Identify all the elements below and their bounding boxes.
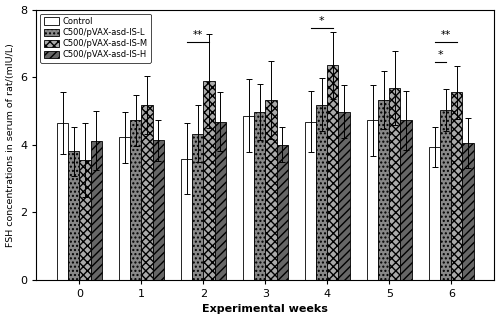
- Bar: [400, 120, 411, 280]
- Bar: [367, 120, 378, 280]
- Bar: [57, 123, 68, 280]
- Bar: [440, 110, 452, 280]
- Text: *: *: [438, 50, 443, 60]
- X-axis label: Experimental weeks: Experimental weeks: [202, 304, 328, 315]
- Bar: [378, 100, 390, 280]
- Bar: [462, 143, 473, 280]
- Bar: [192, 133, 203, 280]
- Y-axis label: FSH concentrations in serum of rat/(mIU/L): FSH concentrations in serum of rat/(mIU/…: [6, 43, 15, 247]
- Bar: [119, 137, 130, 280]
- Text: **: **: [192, 30, 203, 40]
- Bar: [452, 92, 462, 280]
- Bar: [90, 141, 102, 280]
- Bar: [429, 147, 440, 280]
- Bar: [254, 112, 266, 280]
- Bar: [328, 65, 338, 280]
- Bar: [338, 112, 349, 280]
- Text: *: *: [319, 16, 324, 27]
- Bar: [80, 160, 90, 280]
- Bar: [142, 105, 152, 280]
- Bar: [214, 122, 226, 280]
- Bar: [316, 105, 328, 280]
- Bar: [181, 159, 192, 280]
- Bar: [276, 145, 287, 280]
- Bar: [305, 122, 316, 280]
- Legend: Control, C500/pVAX-asd-IS-L, C500/pVAX-asd-IS-M, C500/pVAX-asd-IS-H: Control, C500/pVAX-asd-IS-L, C500/pVAX-a…: [40, 14, 150, 63]
- Bar: [130, 120, 141, 280]
- Bar: [152, 140, 164, 280]
- Text: **: **: [440, 30, 451, 40]
- Bar: [243, 116, 254, 280]
- Bar: [266, 100, 276, 280]
- Bar: [204, 81, 214, 280]
- Bar: [68, 151, 80, 280]
- Bar: [390, 88, 400, 280]
